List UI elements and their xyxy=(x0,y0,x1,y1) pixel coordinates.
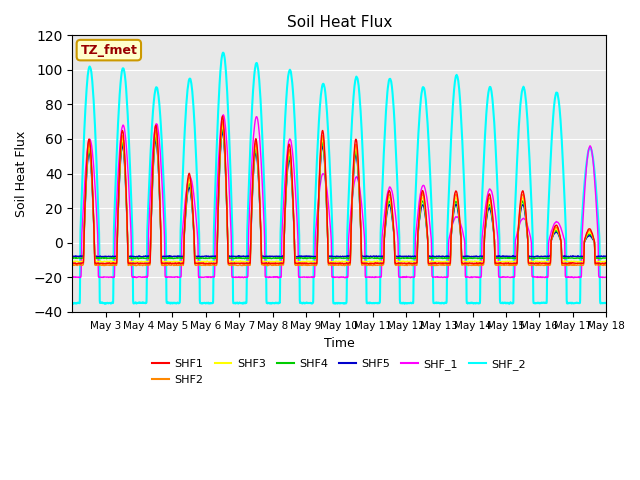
SHF4 xyxy=(68,255,76,261)
SHF3 xyxy=(179,259,187,264)
SHF2 xyxy=(512,262,520,267)
SHF_2 xyxy=(512,186,520,192)
SHF2 xyxy=(359,262,367,268)
SHF3 xyxy=(219,122,227,128)
SHF_2 xyxy=(526,158,534,164)
SHF4 xyxy=(134,256,142,262)
SHF_2 xyxy=(359,157,367,163)
SHF1 xyxy=(219,113,227,119)
SHF5 xyxy=(486,205,493,211)
SHF_2 xyxy=(602,300,610,306)
SHF1 xyxy=(486,192,493,197)
SHF5 xyxy=(388,210,396,216)
SHF5 xyxy=(359,253,367,259)
SHF_1 xyxy=(341,275,349,281)
SHF5 xyxy=(445,254,453,260)
SHF_1 xyxy=(359,217,367,223)
SHF_1 xyxy=(486,186,493,192)
SHF_1 xyxy=(68,275,76,280)
SHF_2 xyxy=(68,301,76,307)
SHF3 xyxy=(526,259,534,264)
SHF3 xyxy=(202,259,210,265)
SHF5 xyxy=(219,129,227,135)
Line: SHF1: SHF1 xyxy=(72,116,606,264)
SHF3 xyxy=(486,198,493,204)
SHF3 xyxy=(388,205,396,211)
SHF1 xyxy=(179,261,187,266)
SHF_2 xyxy=(220,50,227,56)
SHF_2 xyxy=(179,162,187,168)
Title: Soil Heat Flux: Soil Heat Flux xyxy=(287,15,392,30)
SHF_1 xyxy=(179,221,187,227)
SHF2 xyxy=(486,195,493,201)
SHF_1 xyxy=(512,236,520,242)
Legend: SHF1, SHF2, SHF3, SHF4, SHF5, SHF_1, SHF_2: SHF1, SHF2, SHF3, SHF4, SHF5, SHF_1, SHF… xyxy=(148,355,531,389)
SHF4 xyxy=(526,255,534,261)
X-axis label: Time: Time xyxy=(324,337,355,350)
SHF1 xyxy=(602,260,610,266)
SHF2 xyxy=(526,262,534,268)
SHF3 xyxy=(68,259,76,264)
SHF2 xyxy=(68,262,76,268)
SHF3 xyxy=(359,259,367,264)
SHF2 xyxy=(264,263,271,269)
SHF4 xyxy=(602,255,610,261)
Line: SHF2: SHF2 xyxy=(72,122,606,266)
SHF_2 xyxy=(486,84,493,90)
SHF_1 xyxy=(602,274,610,280)
Line: SHF_2: SHF_2 xyxy=(72,53,606,304)
SHF3 xyxy=(512,258,520,264)
SHF2 xyxy=(219,119,227,125)
SHF1 xyxy=(72,261,80,267)
SHF5 xyxy=(602,253,610,259)
SHF4 xyxy=(512,256,520,262)
SHF3 xyxy=(602,258,610,264)
Line: SHF3: SHF3 xyxy=(72,125,606,262)
SHF_2 xyxy=(388,82,396,87)
SHF4 xyxy=(388,208,396,214)
Line: SHF_1: SHF_1 xyxy=(72,115,606,278)
SHF1 xyxy=(359,260,367,266)
SHF5 xyxy=(68,253,76,259)
Y-axis label: Soil Heat Flux: Soil Heat Flux xyxy=(15,131,28,216)
SHF2 xyxy=(388,203,396,209)
Line: SHF4: SHF4 xyxy=(72,129,606,259)
SHF_1 xyxy=(526,231,534,237)
SHF_1 xyxy=(220,112,227,118)
SHF2 xyxy=(179,262,187,268)
SHF5 xyxy=(512,254,520,260)
SHF1 xyxy=(512,261,520,266)
SHF1 xyxy=(526,261,534,266)
SHF_2 xyxy=(101,301,109,307)
Line: SHF5: SHF5 xyxy=(72,132,606,257)
SHF4 xyxy=(219,126,227,132)
SHF_1 xyxy=(388,187,396,193)
Text: TZ_fmet: TZ_fmet xyxy=(81,44,138,57)
SHF1 xyxy=(68,261,76,266)
SHF5 xyxy=(526,253,534,259)
SHF1 xyxy=(388,200,396,205)
SHF4 xyxy=(359,255,367,261)
SHF4 xyxy=(486,202,493,207)
SHF5 xyxy=(179,253,187,259)
SHF4 xyxy=(179,255,187,261)
SHF2 xyxy=(602,262,610,268)
